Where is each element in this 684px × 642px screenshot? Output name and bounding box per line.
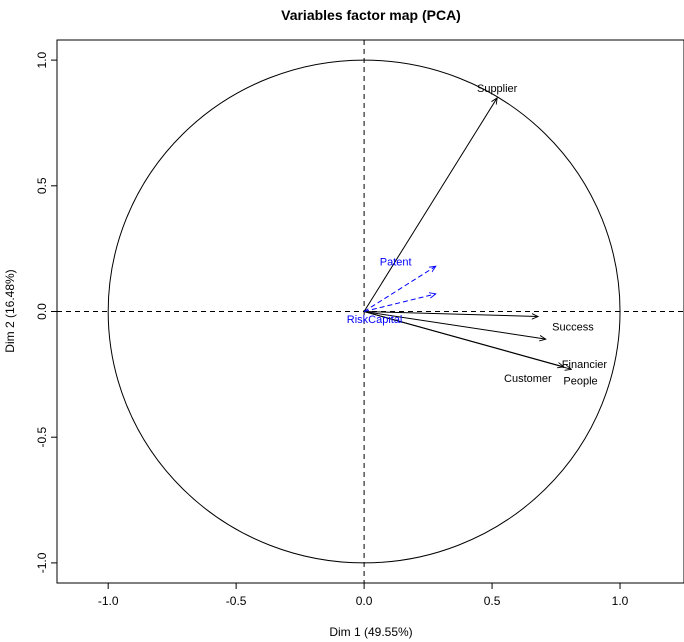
arrow-supplier bbox=[363, 98, 497, 312]
x-tick-label: 0.5 bbox=[484, 594, 501, 608]
label-customer: Customer bbox=[504, 373, 552, 385]
label-people: People bbox=[563, 375, 597, 387]
x-tick-label: 1.0 bbox=[612, 594, 629, 608]
label-patent: Patent bbox=[380, 256, 412, 268]
label-supplier: Supplier bbox=[477, 83, 518, 95]
arrow-people bbox=[363, 311, 571, 370]
x-axis-label: Dim 1 (49.55%) bbox=[329, 625, 412, 639]
arrow-financier bbox=[364, 311, 546, 340]
x-tick-label: 0.0 bbox=[356, 594, 373, 608]
variable-arrows-layer bbox=[363, 98, 571, 370]
arrow-success bbox=[364, 311, 538, 317]
label-success: Success bbox=[552, 322, 594, 334]
arrow-patent bbox=[363, 266, 436, 312]
y-tick-label: 0.5 bbox=[35, 177, 49, 194]
arrow-riskcapital bbox=[363, 294, 436, 312]
y-tick-label: 0.0 bbox=[35, 303, 49, 320]
variable-labels-layer: Supplier Success Financier Customer People Pa… bbox=[347, 83, 608, 388]
y-axis-ticks: -1.0 -0.5 0.0 0.5 1.0 bbox=[35, 51, 57, 573]
chart-title: Variables factor map (PCA) bbox=[281, 7, 461, 23]
x-tick-label: -1.0 bbox=[98, 594, 119, 608]
y-tick-label: -1.0 bbox=[35, 552, 49, 573]
y-tick-label: -0.5 bbox=[35, 427, 49, 448]
label-financier: Financier bbox=[562, 359, 608, 371]
y-tick-label: 1.0 bbox=[35, 51, 49, 68]
x-tick-label: -0.5 bbox=[226, 594, 247, 608]
x-axis-ticks: -1.0 -0.5 0.0 0.5 1.0 bbox=[98, 583, 629, 608]
y-axis-label: Dim 2 (16.48%) bbox=[3, 269, 17, 352]
label-riskcapital: RiskCapital bbox=[347, 314, 403, 326]
